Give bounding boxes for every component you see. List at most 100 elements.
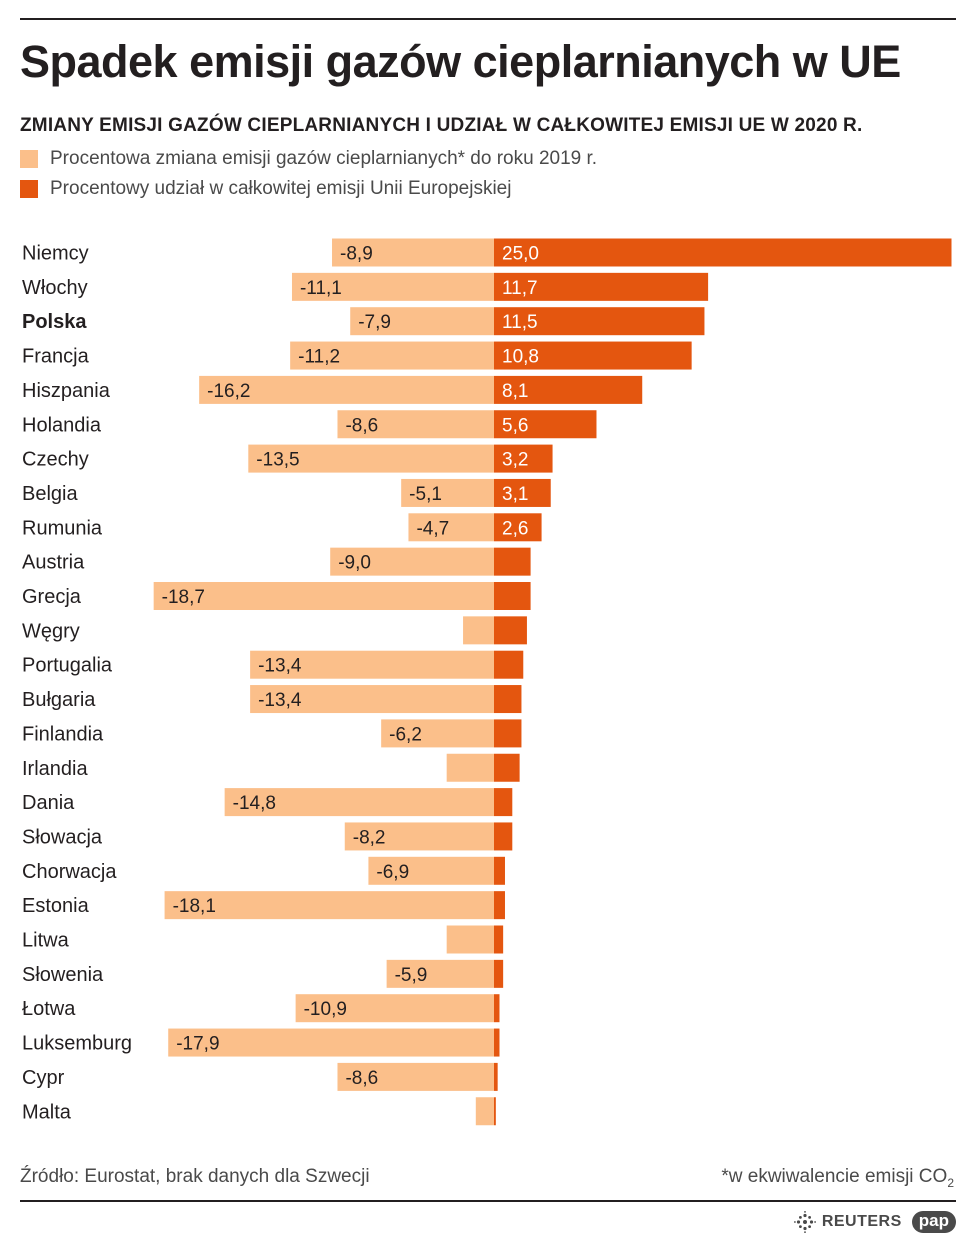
value-label-change-finlandia: -6,2 — [389, 724, 422, 745]
bar-share-rumunia — [494, 513, 542, 542]
value-label-change-austria: -9,0 — [338, 553, 371, 574]
category-label-irlandia: Irlandia — [22, 758, 88, 780]
value-label-change-lotwa: -10,9 — [304, 999, 347, 1020]
bar-change-lotwa — [295, 994, 494, 1023]
category-label-hiszpania: Hiszpania — [22, 380, 111, 402]
category-label-bulgaria: Bułgaria — [22, 689, 96, 711]
bar-change-polska — [350, 307, 494, 336]
category-label-rumunia: Rumunia — [22, 517, 103, 539]
bar-change-cypr — [337, 1062, 494, 1091]
value-label-change-niemcy: -8,9 — [340, 244, 373, 265]
value-label-share-wlochy: 11,7 — [502, 278, 538, 299]
bar-change-rumunia — [408, 513, 494, 542]
footer-source: Źródło: Eurostat, brak danych dla Szwecj… — [20, 1166, 370, 1187]
value-label-change-hiszpania: -16,2 — [207, 381, 250, 402]
category-label-litwa: Litwa — [22, 930, 70, 952]
bar-share-chorwacja — [494, 856, 505, 885]
bar-change-holandia — [337, 410, 494, 439]
footer-note-text: *w ekwiwalencie emisji CO — [721, 1166, 948, 1187]
category-label-finlandia: Finlandia — [22, 723, 104, 745]
value-label-change-grecja: -18,7 — [162, 587, 205, 608]
bar-share-estonia — [494, 891, 505, 920]
bar-share-slowenia — [494, 959, 504, 988]
category-label-chorwacja: Chorwacja — [22, 861, 117, 883]
category-label-belgia: Belgia — [22, 483, 78, 505]
value-label-change-dania: -14,8 — [233, 793, 276, 814]
value-label-share-belgia: 3,1 — [502, 484, 528, 505]
value-label-change-estonia: -18,1 — [173, 896, 216, 917]
bar-change-grecja — [153, 582, 494, 610]
bar-change-litwa — [446, 925, 494, 954]
category-label-niemcy: Niemcy — [22, 243, 89, 265]
category-label-estonia: Estonia — [22, 895, 90, 917]
category-label-luksemburg: Luksemburg — [22, 1033, 132, 1055]
bar-change-francja — [290, 341, 494, 370]
legend-label-change: Procentowa zmiana emisji gazów cieplarni… — [50, 148, 598, 169]
value-label-change-wlochy: -11,1 — [300, 278, 342, 299]
bar-change-slowenia — [386, 959, 494, 988]
bar-change-austria — [330, 547, 494, 576]
value-label-change-slowenia: -5,9 — [395, 965, 428, 986]
bottom-rule — [20, 1200, 956, 1202]
value-label-share-francja: 10,8 — [502, 347, 539, 368]
bar-share-slowacja — [494, 822, 513, 851]
category-label-portugalia: Portugalia — [22, 655, 113, 677]
legend-label-share: Procentowy udział w całkowitej emisji Un… — [50, 178, 512, 199]
bar-share-hiszpania — [494, 375, 643, 404]
bar-change-hiszpania — [199, 375, 494, 404]
bar-change-wegry — [463, 616, 494, 645]
value-label-change-cypr: -8,6 — [345, 1068, 378, 1089]
category-label-slowacja: Słowacja — [22, 826, 103, 848]
footer-note-sub: 2 — [947, 1175, 954, 1190]
pap-logo: pap — [911, 1211, 956, 1233]
bar-share-niemcy — [494, 238, 952, 267]
value-label-change-portugalia: -13,4 — [258, 656, 302, 677]
category-label-polska: Polska — [22, 311, 87, 333]
bar-change-dania — [224, 788, 494, 817]
bar-change-wlochy — [291, 272, 494, 301]
value-label-share-holandia: 5,6 — [502, 415, 528, 436]
bar-share-lotwa — [494, 994, 500, 1023]
value-label-share-rumunia: 2,6 — [502, 518, 528, 539]
category-label-grecja: Grecja — [22, 586, 82, 608]
category-label-wlochy: Włochy — [22, 277, 88, 299]
bar-share-luksemburg — [494, 1028, 500, 1057]
value-label-share-polska: 11,5 — [502, 312, 538, 333]
legend-swatch-change — [20, 150, 38, 168]
legend-swatch-share — [20, 180, 38, 198]
value-label-share-czechy: 3,2 — [502, 450, 528, 471]
value-label-change-bulgaria: -13,4 — [258, 690, 302, 711]
value-label-change-belgia: -5,1 — [409, 484, 442, 505]
bar-share-finlandia — [494, 719, 522, 748]
legend-item-change: Procentowa zmiana emisji gazów cieplarni… — [20, 147, 597, 171]
category-label-francja: Francja — [22, 346, 90, 368]
bar-share-bulgaria — [494, 685, 522, 714]
category-label-slowenia: Słowenia — [22, 964, 104, 986]
bar-share-wegry — [494, 616, 527, 645]
chart-subtitle: ZMIANY EMISJI GAZÓW CIEPLARNIANYCH I UDZ… — [20, 115, 863, 136]
category-label-malta: Malta — [22, 1101, 72, 1123]
value-label-change-luksemburg: -17,9 — [176, 1034, 219, 1055]
reuters-dots-icon — [793, 1211, 816, 1233]
value-label-change-polska: -7,9 — [358, 312, 391, 333]
chart-title: Spadek emisji gazów cieplarnianych w UE — [20, 36, 901, 87]
value-label-change-rumunia: -4,7 — [416, 518, 449, 539]
legend-item-share: Procentowy udział w całkowitej emisji Un… — [20, 177, 511, 201]
value-label-change-holandia: -8,6 — [345, 415, 378, 436]
category-label-czechy: Czechy — [22, 449, 89, 471]
value-label-change-slowacja: -8,2 — [353, 827, 386, 848]
bar-change-chorwacja — [368, 856, 494, 885]
category-label-wegry: Węgry — [22, 620, 80, 642]
brand-logos: REUTERS pap — [793, 1211, 956, 1233]
bar-change-czechy — [248, 444, 494, 473]
bar-change-estonia — [164, 891, 494, 920]
value-label-change-chorwacja: -6,9 — [376, 862, 409, 883]
bar-change-irlandia — [446, 753, 494, 782]
value-label-change-francja: -11,2 — [298, 347, 340, 368]
bar-share-wlochy — [494, 272, 709, 301]
bar-share-litwa — [494, 925, 504, 954]
bar-share-austria — [494, 547, 531, 576]
bar-share-holandia — [494, 410, 597, 439]
bar-share-cypr — [494, 1062, 498, 1091]
bar-change-bulgaria — [250, 685, 494, 714]
